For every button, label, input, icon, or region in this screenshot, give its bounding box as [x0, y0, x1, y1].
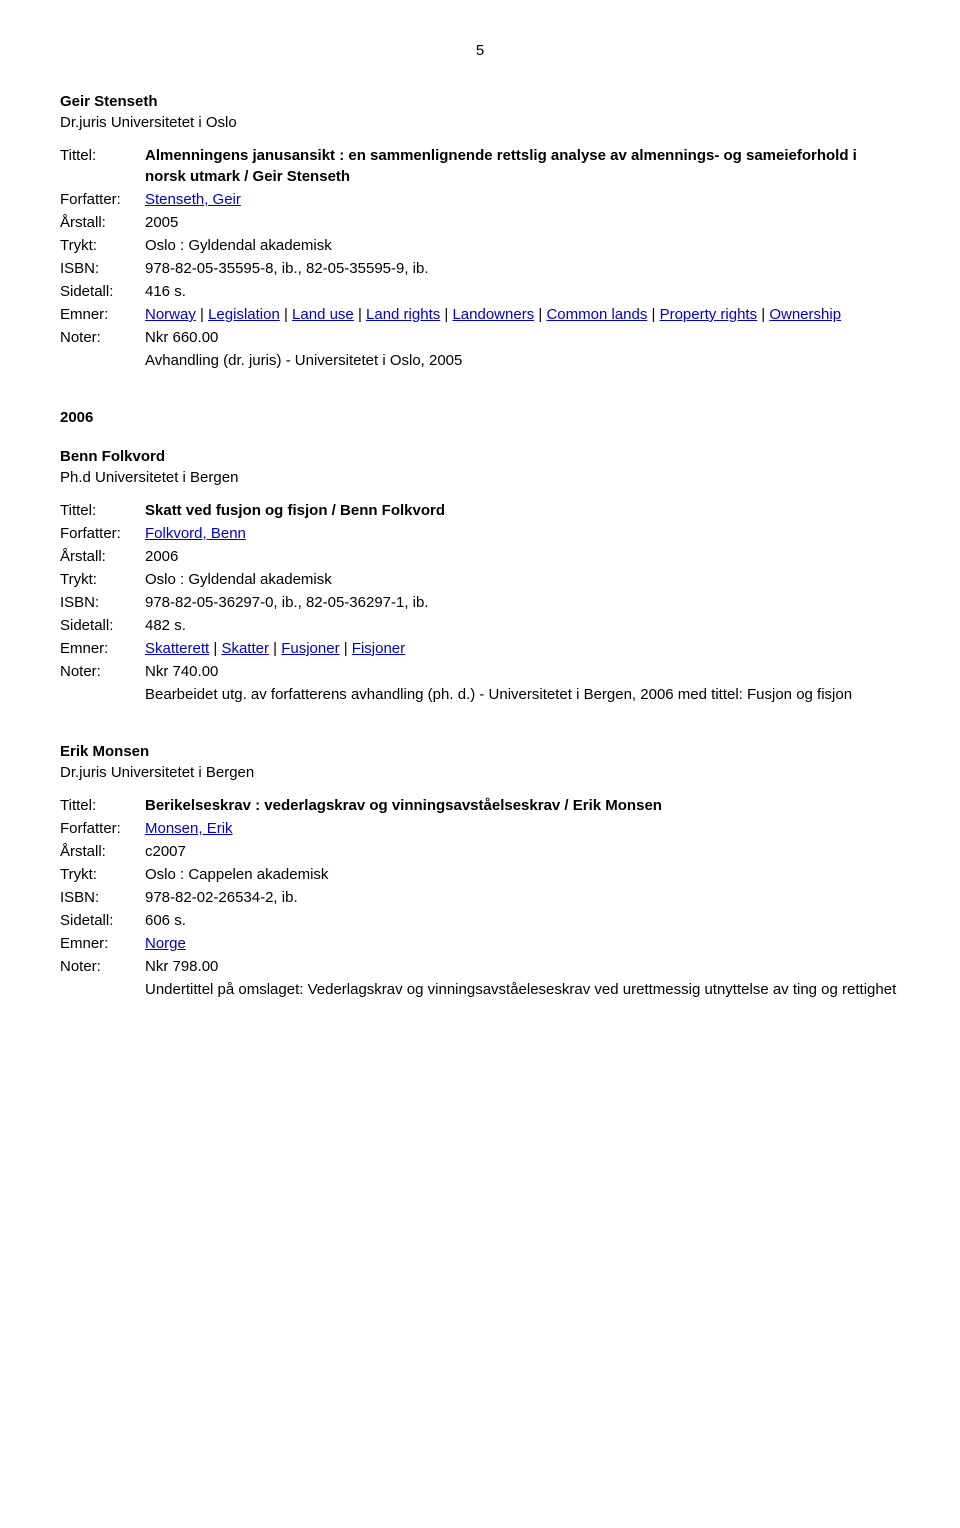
pages-row: Sidetall: 606 s.	[60, 910, 900, 931]
printed-row: Trykt: Oslo : Gyldendal akademisk	[60, 235, 900, 256]
title-label: Tittel:	[60, 145, 145, 166]
pages-label: Sidetall:	[60, 910, 145, 931]
printed-label: Trykt:	[60, 864, 145, 885]
affiliation: Dr.juris Universitetet i Oslo	[60, 112, 900, 133]
bibliography-entry: Benn Folkvord Ph.d Universitetet i Berge…	[60, 446, 900, 705]
title-row: Tittel: Berikelseskrav : vederlagskrav o…	[60, 795, 900, 816]
subjects-value: Norway | Legislation | Land use | Land r…	[145, 304, 900, 325]
pages-value: 482 s.	[145, 615, 900, 636]
subject-link[interactable]: Skatter	[221, 640, 269, 657]
year-row: Årstall: 2006	[60, 546, 900, 567]
notes-row: Noter: Nkr 740.00	[60, 661, 900, 682]
notes-value-1: Nkr 660.00	[145, 327, 900, 348]
notes-label: Noter:	[60, 956, 145, 977]
printed-row: Trykt: Oslo : Gyldendal akademisk	[60, 569, 900, 590]
printed-row: Trykt: Oslo : Cappelen akademisk	[60, 864, 900, 885]
isbn-label: ISBN:	[60, 592, 145, 613]
year-value: 2005	[145, 212, 900, 233]
notes-continuation: Undertittel på omslaget: Vederlagskrav o…	[145, 979, 900, 1000]
author-label: Forfatter:	[60, 189, 145, 210]
isbn-row: ISBN: 978-82-05-36297-0, ib., 82-05-3629…	[60, 592, 900, 613]
subject-link[interactable]: Legislation	[208, 306, 280, 323]
author-link[interactable]: Folkvord, Benn	[145, 525, 246, 542]
author-name: Erik Monsen	[60, 741, 900, 762]
isbn-row: ISBN: 978-82-05-35595-8, ib., 82-05-3559…	[60, 258, 900, 279]
subjects-label: Emner:	[60, 933, 145, 954]
subjects-label: Emner:	[60, 304, 145, 325]
notes-row: Noter: Nkr 798.00	[60, 956, 900, 977]
author-row: Forfatter: Folkvord, Benn	[60, 523, 900, 544]
title-row: Tittel: Almenningens janusansikt : en sa…	[60, 145, 900, 187]
notes-continuation: Avhandling (dr. juris) - Universitetet i…	[145, 350, 900, 371]
subject-link[interactable]: Norge	[145, 935, 186, 952]
printed-value: Oslo : Gyldendal akademisk	[145, 235, 900, 256]
bibliography-entry: Erik Monsen Dr.juris Universitetet i Ber…	[60, 741, 900, 1000]
title-value: Berikelseskrav : vederlagskrav og vinnin…	[145, 795, 900, 816]
notes-value-1: Nkr 740.00	[145, 661, 900, 682]
notes-label: Noter:	[60, 327, 145, 348]
subjects-value: Norge	[145, 933, 900, 954]
author-label: Forfatter:	[60, 523, 145, 544]
pages-row: Sidetall: 416 s.	[60, 281, 900, 302]
year-value: 2006	[145, 546, 900, 567]
isbn-value: 978-82-05-35595-8, ib., 82-05-35595-9, i…	[145, 258, 900, 279]
subject-link[interactable]: Land use	[292, 306, 354, 323]
year-label: Årstall:	[60, 841, 145, 862]
isbn-row: ISBN: 978-82-02-26534-2, ib.	[60, 887, 900, 908]
printed-value: Oslo : Gyldendal akademisk	[145, 569, 900, 590]
author-row: Forfatter: Monsen, Erik	[60, 818, 900, 839]
affiliation: Dr.juris Universitetet i Bergen	[60, 762, 900, 783]
author-name: Benn Folkvord	[60, 446, 900, 467]
pages-label: Sidetall:	[60, 281, 145, 302]
subjects-label: Emner:	[60, 638, 145, 659]
subject-link[interactable]: Ownership	[769, 306, 841, 323]
isbn-label: ISBN:	[60, 887, 145, 908]
subject-link[interactable]: Land rights	[366, 306, 440, 323]
author-row: Forfatter: Stenseth, Geir	[60, 189, 900, 210]
printed-value: Oslo : Cappelen akademisk	[145, 864, 900, 885]
author-label: Forfatter:	[60, 818, 145, 839]
subject-link[interactable]: Fusjoner	[281, 640, 339, 657]
pages-row: Sidetall: 482 s.	[60, 615, 900, 636]
pages-label: Sidetall:	[60, 615, 145, 636]
subject-link[interactable]: Norway	[145, 306, 196, 323]
subject-link[interactable]: Common lands	[546, 306, 647, 323]
title-label: Tittel:	[60, 795, 145, 816]
affiliation: Ph.d Universitetet i Bergen	[60, 467, 900, 488]
year-heading: 2006	[60, 407, 900, 428]
subjects-value: Skatterett | Skatter | Fusjoner | Fisjon…	[145, 638, 900, 659]
isbn-value: 978-82-05-36297-0, ib., 82-05-36297-1, i…	[145, 592, 900, 613]
isbn-label: ISBN:	[60, 258, 145, 279]
year-label: Årstall:	[60, 212, 145, 233]
subject-link[interactable]: Fisjoner	[352, 640, 405, 657]
title-row: Tittel: Skatt ved fusjon og fisjon / Ben…	[60, 500, 900, 521]
page-number: 5	[60, 40, 900, 61]
author-link[interactable]: Monsen, Erik	[145, 820, 233, 837]
notes-row: Noter: Nkr 660.00	[60, 327, 900, 348]
bibliography-entry: Geir Stenseth Dr.juris Universitetet i O…	[60, 91, 900, 371]
title-value: Almenningens janusansikt : en sammenlign…	[145, 145, 900, 187]
subjects-row: Emner: Norge	[60, 933, 900, 954]
printed-label: Trykt:	[60, 569, 145, 590]
subject-link[interactable]: Landowners	[452, 306, 534, 323]
isbn-value: 978-82-02-26534-2, ib.	[145, 887, 900, 908]
subjects-row: Emner: Norway | Legislation | Land use |…	[60, 304, 900, 325]
notes-continuation: Bearbeidet utg. av forfatterens avhandli…	[145, 684, 900, 705]
subjects-row: Emner: Skatterett | Skatter | Fusjoner |…	[60, 638, 900, 659]
year-label: Årstall:	[60, 546, 145, 567]
pages-value: 416 s.	[145, 281, 900, 302]
year-row: Årstall: c2007	[60, 841, 900, 862]
subject-link[interactable]: Skatterett	[145, 640, 209, 657]
title-label: Tittel:	[60, 500, 145, 521]
year-value: c2007	[145, 841, 900, 862]
notes-value-1: Nkr 798.00	[145, 956, 900, 977]
title-value: Skatt ved fusjon og fisjon / Benn Folkvo…	[145, 500, 900, 521]
author-name: Geir Stenseth	[60, 91, 900, 112]
printed-label: Trykt:	[60, 235, 145, 256]
author-link[interactable]: Stenseth, Geir	[145, 191, 241, 208]
notes-label: Noter:	[60, 661, 145, 682]
subject-link[interactable]: Property rights	[660, 306, 758, 323]
pages-value: 606 s.	[145, 910, 900, 931]
year-row: Årstall: 2005	[60, 212, 900, 233]
